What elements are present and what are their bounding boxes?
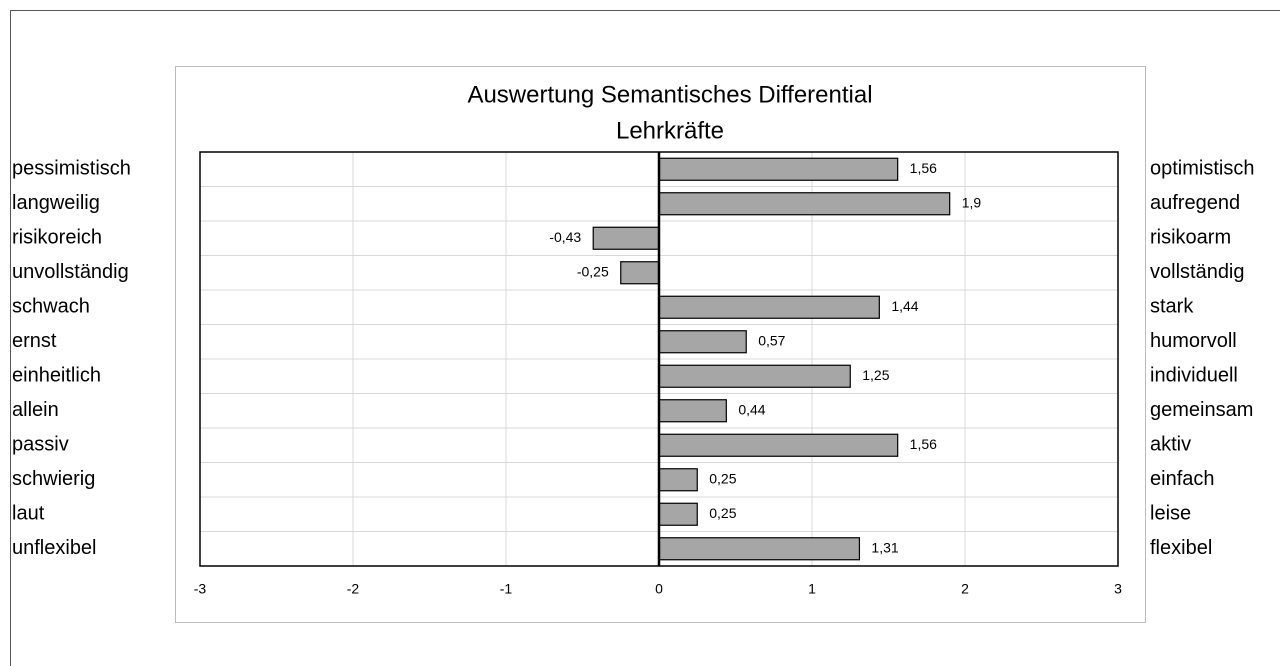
category-label-right: individuell — [1150, 365, 1238, 387]
value-label: 1,25 — [862, 367, 889, 383]
x-tick-label: 1 — [808, 581, 816, 597]
category-label-right: aufregend — [1150, 192, 1240, 214]
bar — [658, 537, 861, 561]
category-label-right: leise — [1150, 503, 1191, 525]
bar — [658, 330, 747, 354]
value-label: 0,25 — [709, 470, 736, 486]
category-label-right: optimistisch — [1150, 158, 1254, 180]
category-label-right: humorvoll — [1150, 330, 1237, 352]
bar — [592, 226, 660, 250]
category-label-left: unflexibel — [12, 537, 97, 559]
category-label-right: risikoarm — [1150, 227, 1231, 249]
bar — [658, 433, 899, 457]
x-tick-label: 2 — [961, 581, 969, 597]
chart-title: Auswertung Semantisches Differential — [467, 81, 872, 108]
bar — [658, 399, 727, 423]
outer-frame — [10, 10, 1280, 666]
x-tick-label: 3 — [1114, 581, 1122, 597]
value-label: 1,9 — [962, 194, 982, 210]
x-tick-label: -1 — [500, 581, 513, 597]
bar — [658, 502, 698, 526]
x-tick-label: -2 — [347, 581, 360, 597]
bar — [658, 295, 880, 319]
category-label-left: allein — [12, 399, 59, 421]
category-label-right: gemeinsam — [1150, 399, 1253, 421]
category-label-left: unvollständig — [12, 261, 129, 283]
value-label: 1,31 — [871, 539, 898, 555]
category-label-left: schwierig — [12, 468, 95, 490]
value-label: 1,56 — [910, 160, 937, 176]
category-label-left: schwach — [12, 296, 90, 318]
category-label-left: langweilig — [12, 192, 100, 214]
bar — [658, 468, 698, 492]
bar — [658, 364, 851, 388]
chart-subtitle: Lehrkräfte — [616, 117, 724, 144]
category-label-left: risikoreich — [12, 227, 102, 249]
bar — [658, 157, 899, 181]
value-label: 0,44 — [738, 401, 765, 417]
value-label: -0,43 — [549, 229, 581, 245]
category-label-left: einheitlich — [12, 365, 101, 387]
category-label-left: passiv — [12, 434, 69, 456]
bar — [620, 261, 660, 285]
value-label: 1,56 — [910, 436, 937, 452]
category-label-left: laut — [12, 503, 45, 525]
value-label: 0,25 — [709, 505, 736, 521]
category-label-right: stark — [1150, 296, 1194, 318]
x-tick-label: -3 — [194, 581, 207, 597]
category-label-left: ernst — [12, 330, 57, 352]
category-label-left: pessimistisch — [12, 158, 131, 180]
value-label: 1,44 — [891, 298, 918, 314]
x-tick-label: 0 — [655, 581, 663, 597]
bar — [658, 192, 951, 216]
category-label-right: vollständig — [1150, 261, 1245, 283]
value-label: 0,57 — [758, 332, 785, 348]
category-label-right: aktiv — [1150, 434, 1191, 456]
category-label-right: flexibel — [1150, 537, 1212, 559]
category-label-right: einfach — [1150, 468, 1215, 490]
value-label: -0,25 — [577, 263, 609, 279]
